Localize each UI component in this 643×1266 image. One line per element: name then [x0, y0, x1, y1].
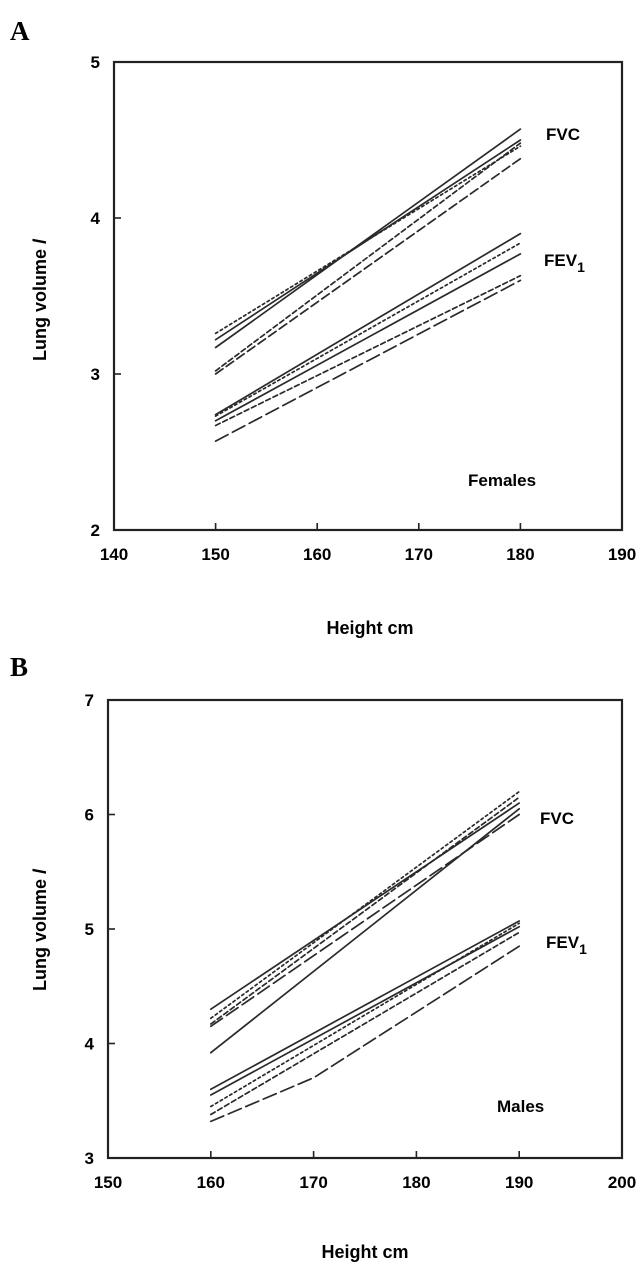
panel-b-x-tick-label: 190 — [505, 1173, 533, 1192]
panel-a-x-axis-title: Height cm — [326, 618, 413, 638]
panel-b-y-axis-unit: l — [30, 868, 50, 874]
panel-b-fev1-series-line — [209, 945, 521, 1123]
panel-b-fev1-series-line — [209, 922, 521, 1108]
panel-b-fev1-subscript: 1 — [579, 941, 587, 957]
panel-a-y-tick-label: 2 — [91, 521, 100, 540]
panel-a-y-axis-title: Lung volume l — [30, 238, 50, 361]
panel-a-fev1-series-line — [214, 274, 522, 427]
panel-a-x-tick-label: 170 — [405, 545, 433, 564]
panel-b-y-axis-label: Lung volume — [30, 879, 50, 991]
panel-a-x-ticks: 140 150 160 170 180 190 — [100, 523, 636, 564]
panel-a-fev1-series-line — [214, 232, 522, 416]
panel-b-group-label: Males — [497, 1097, 544, 1116]
panel-a-x-tick-label: 180 — [506, 545, 534, 564]
panel-a-x-tick-label: 150 — [201, 545, 229, 564]
panel-b-fvc-series-line — [209, 807, 521, 1054]
panel-a-plot-frame — [112, 60, 624, 532]
panel-b-y-tick-label: 6 — [85, 806, 94, 825]
panel-b-y-tick-label: 4 — [85, 1035, 95, 1054]
panel-b-fev1-series-line — [209, 931, 521, 1116]
panel-a-y-tick-label: 5 — [91, 53, 100, 72]
panel-a-x-tick-label: 140 — [100, 545, 128, 564]
panel-b-fvc-series-line — [209, 796, 521, 1025]
panel-b-fev1-series-line — [209, 920, 521, 1091]
panel-a-series-layer — [214, 128, 522, 442]
panel-a-group-label: Females — [468, 471, 536, 490]
panel-b-fvc-series-line — [209, 813, 521, 1028]
panel-b-x-tick-label: 150 — [94, 1173, 122, 1192]
panel-a-y-tick-label: 4 — [91, 209, 101, 228]
panel-a-fvc-label: FVC — [546, 125, 580, 144]
panel-a-fvc-series-line — [214, 142, 522, 372]
panel-b-fev1-text: FEV — [546, 933, 580, 952]
panel-a-x-tick-label: 160 — [303, 545, 331, 564]
panel-b-fvc-series-line — [209, 802, 521, 1011]
panel-a-fev1-series-line — [214, 253, 522, 422]
panel-b-chart: B 150 160 170 180 190 200 3 4 5 6 7 Height cm Lun… — [10, 652, 636, 1262]
panel-b-y-ticks: 3 4 5 6 7 — [85, 691, 115, 1168]
panel-a-fvc-series-line — [214, 157, 522, 375]
panel-a-fev1-subscript: 1 — [577, 259, 585, 275]
panel-b-x-ticks: 150 160 170 180 190 200 — [94, 1151, 636, 1192]
panel-b-plot-frame — [106, 698, 624, 1160]
panel-b-y-tick-label: 3 — [85, 1149, 94, 1168]
panel-b-x-tick-label: 180 — [402, 1173, 430, 1192]
panel-b-y-tick-label: 5 — [85, 920, 94, 939]
panel-b-x-tick-label: 160 — [197, 1173, 225, 1192]
panel-a-y-axis-label: Lung volume — [30, 249, 50, 361]
panel-a-fev1-series-line — [214, 279, 522, 442]
panel-a-y-axis-unit: l — [30, 238, 50, 244]
panel-b-fvc-label: FVC — [540, 809, 574, 828]
panel-b-y-axis-title: Lung volume l — [30, 868, 50, 991]
panel-a-y-ticks: 2 3 4 5 — [91, 53, 121, 540]
panel-b-y-tick-label: 7 — [85, 691, 94, 710]
panel-a-fev1-text: FEV — [544, 251, 578, 270]
panel-b-series-layer — [209, 790, 521, 1123]
panel-b-fvc-series-line — [209, 790, 521, 1020]
panel-a-fev1-series-line — [214, 242, 522, 417]
panel-a-fvc-series-line — [214, 145, 522, 335]
panel-b-fev1-label: FEV1 — [546, 933, 587, 957]
panel-a-letter: A — [10, 16, 30, 46]
panel-a-fev1-label: FEV1 — [544, 251, 585, 275]
panel-b-x-axis-title: Height cm — [321, 1242, 408, 1262]
panel-a-chart: A 140 150 160 170 180 190 2 3 4 5 Height cm Lung… — [10, 16, 636, 638]
panel-b-fev1-series-line — [209, 925, 521, 1096]
panel-a-fvc-series-line — [214, 128, 522, 349]
panel-a-x-tick-label: 190 — [608, 545, 636, 564]
panel-b-x-tick-label: 200 — [608, 1173, 636, 1192]
panel-a-y-tick-label: 3 — [91, 365, 100, 384]
panel-b-x-tick-label: 170 — [299, 1173, 327, 1192]
panel-b-letter: B — [10, 652, 28, 682]
